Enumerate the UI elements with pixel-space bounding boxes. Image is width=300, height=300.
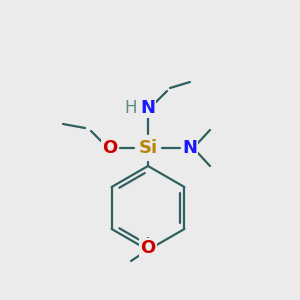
Text: Si: Si	[138, 139, 158, 157]
Text: N: N	[182, 139, 197, 157]
Text: H: H	[125, 99, 137, 117]
Text: O: O	[102, 139, 118, 157]
Text: O: O	[140, 239, 156, 257]
Text: N: N	[140, 99, 155, 117]
